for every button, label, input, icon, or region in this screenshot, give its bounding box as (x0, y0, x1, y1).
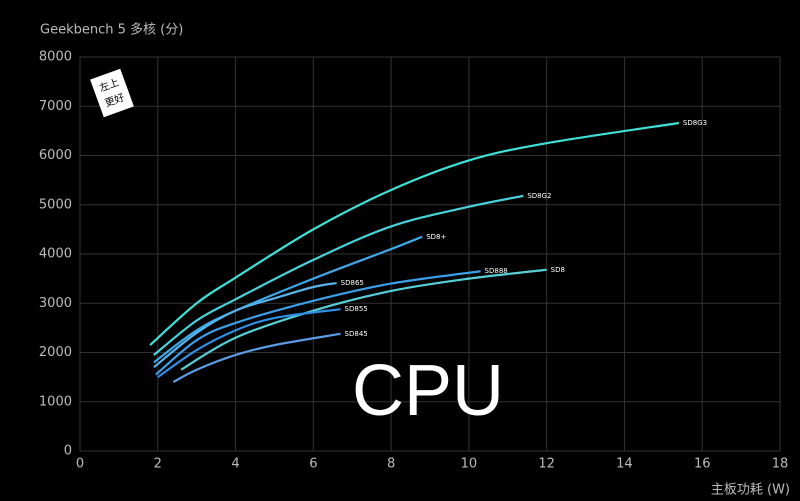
x-tick-label: 8 (387, 457, 395, 472)
y-tick-label: 2000 (39, 345, 72, 360)
chart-title: Geekbench 5 多核 (分) (40, 22, 183, 38)
series-line (155, 270, 481, 376)
x-tick-label: 6 (309, 457, 317, 472)
series-line (153, 235, 423, 364)
x-tick-label: 18 (772, 457, 789, 472)
series-label: SD845 (345, 330, 368, 338)
series-label: SD8G3 (683, 119, 707, 127)
y-tick-label: 4000 (39, 247, 72, 262)
series-label: SD888 (485, 267, 508, 275)
series-label: SD865 (341, 279, 364, 287)
y-tick-label: 3000 (39, 296, 72, 311)
y-tick-label: 8000 (39, 50, 72, 65)
series-line (153, 281, 337, 369)
y-tick-label: 1000 (39, 394, 72, 409)
series-line (172, 332, 341, 384)
badge-box (90, 68, 134, 118)
x-tick-label: 0 (76, 457, 84, 472)
x-tick-label: 14 (616, 457, 633, 472)
y-tick-label: 0 (64, 444, 72, 459)
x-tick-label: 4 (231, 457, 239, 472)
x-axis-label: 主板功耗 (W) (711, 483, 790, 498)
y-tick-label: 7000 (39, 99, 72, 114)
series-line (153, 194, 524, 356)
x-tick-label: 2 (154, 457, 162, 472)
grid (79, 56, 781, 452)
series-label: SD8G2 (527, 192, 551, 200)
series-label: SD8 (551, 266, 565, 274)
series-line (180, 268, 547, 371)
caption: CPU (352, 351, 504, 431)
x-tick-label: 10 (461, 457, 478, 472)
x-tick-label: 12 (538, 457, 555, 472)
series-line (149, 121, 680, 346)
x-tick-label: 16 (694, 457, 711, 472)
y-tick-label: 6000 (39, 148, 72, 163)
series-label: SD8+ (426, 233, 446, 241)
series-line (157, 308, 341, 379)
series-label: SD855 (345, 305, 368, 313)
y-tick-label: 5000 (39, 197, 72, 212)
